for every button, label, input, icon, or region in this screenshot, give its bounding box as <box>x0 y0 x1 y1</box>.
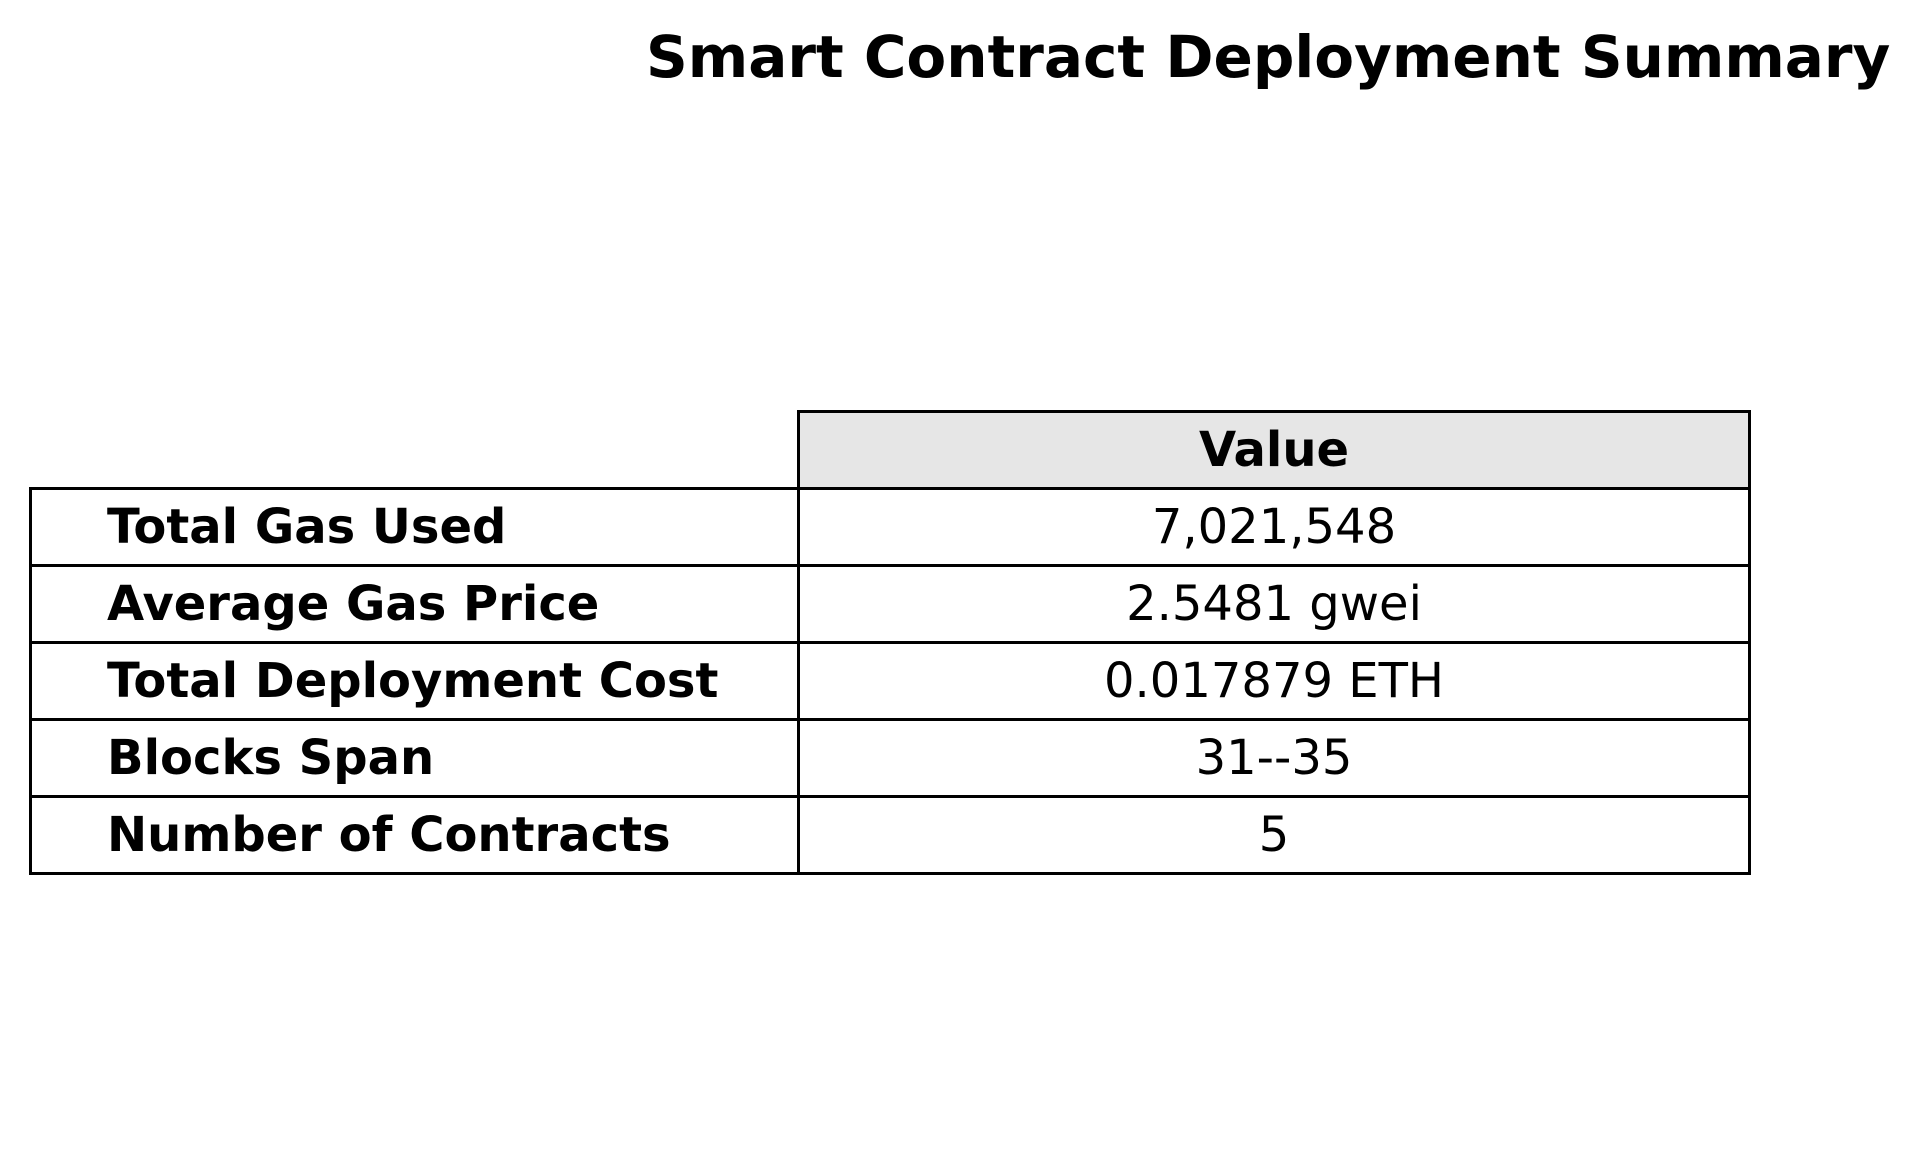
row-value: 2.5481 gwei <box>797 564 1751 644</box>
row-value: 7,021,548 <box>797 487 1751 567</box>
row-value: 0.017879 ETH <box>797 641 1751 721</box>
table-row: Blocks Span 31--35 <box>29 718 1751 798</box>
table-header-row: Value <box>31 410 1751 490</box>
table-row: Average Gas Price 2.5481 gwei <box>29 564 1751 644</box>
table-row: Total Deployment Cost 0.017879 ETH <box>29 641 1751 721</box>
summary-table: Value Total Gas Used 7,021,548 Average G… <box>29 410 1751 875</box>
value-column-header: Value <box>797 410 1751 490</box>
table-row: Total Gas Used 7,021,548 <box>29 487 1751 567</box>
row-label: Number of Contracts <box>29 795 800 875</box>
row-value: 31--35 <box>797 718 1751 798</box>
row-label: Average Gas Price <box>29 564 800 644</box>
chart-title: Smart Contract Deployment Summary <box>646 23 1891 91</box>
table-row: Number of Contracts 5 <box>29 795 1751 875</box>
row-label: Total Deployment Cost <box>29 641 800 721</box>
row-value: 5 <box>797 795 1751 875</box>
table-corner-cell <box>31 412 799 489</box>
row-label: Blocks Span <box>29 718 800 798</box>
row-label: Total Gas Used <box>29 487 800 567</box>
